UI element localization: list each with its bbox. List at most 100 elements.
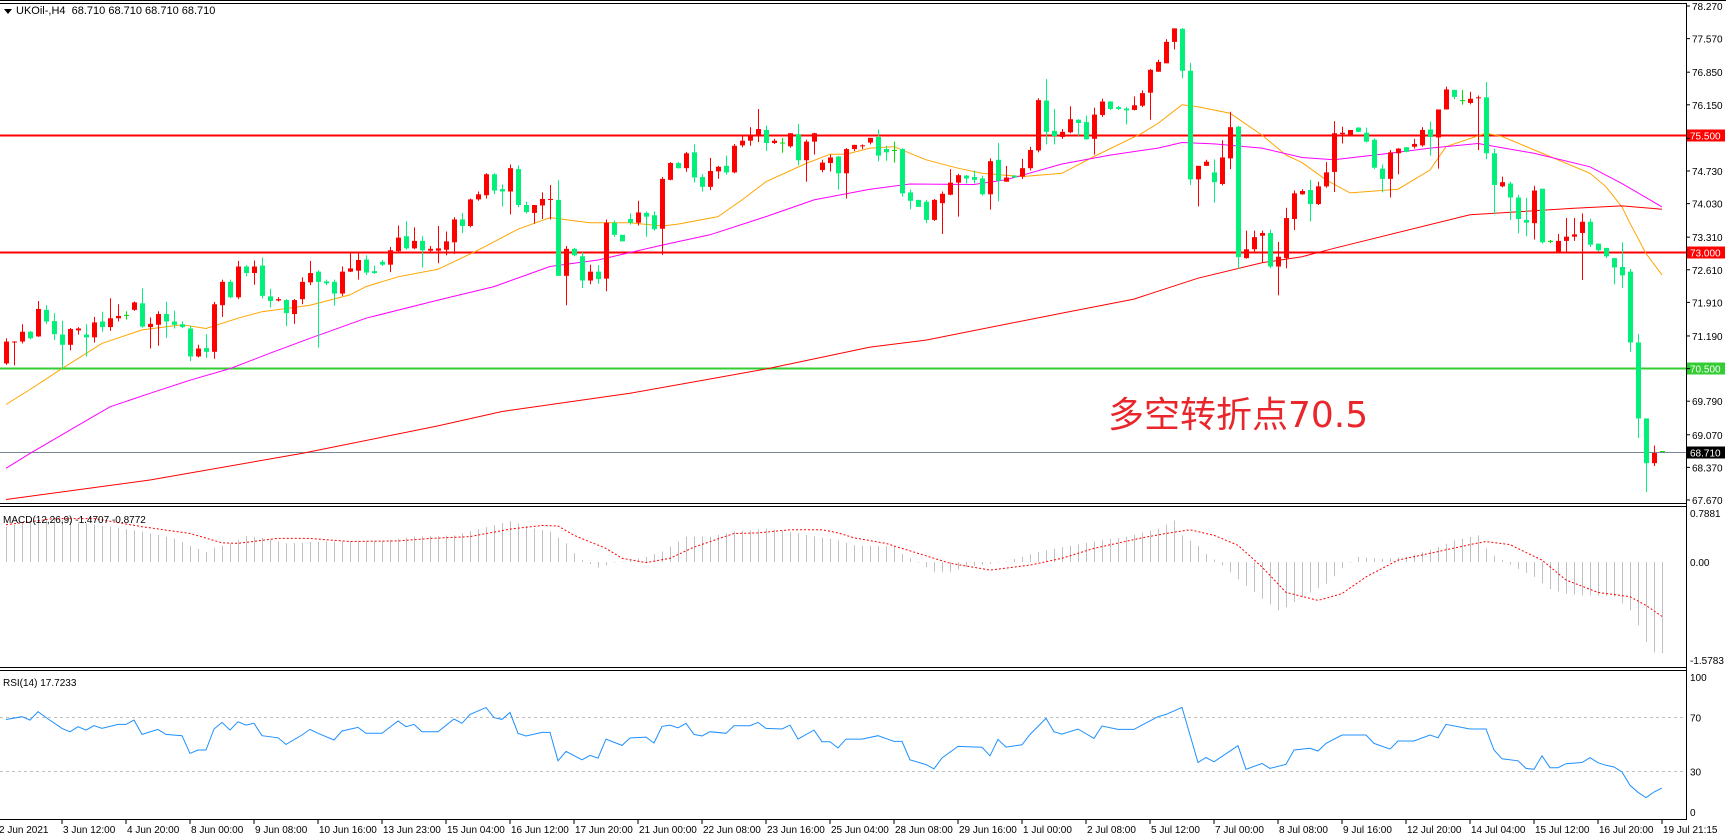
candle-body: [924, 201, 929, 220]
candle-body: [1644, 418, 1649, 464]
candle: [292, 299, 297, 324]
candle-body: [628, 218, 633, 223]
candle-body: [396, 237, 401, 252]
candle: [1476, 95, 1481, 151]
candle-body: [796, 134, 801, 161]
candle: [1332, 121, 1337, 192]
candle-body: [1452, 89, 1457, 97]
candle: [12, 341, 17, 366]
candle: [1012, 175, 1017, 178]
candle: [1412, 138, 1417, 149]
candle-body: [228, 281, 233, 298]
candle: [1204, 159, 1209, 166]
candle-body: [852, 144, 857, 150]
candle: [972, 170, 977, 184]
pivot-annotation: 多空转折点70.5: [1108, 395, 1369, 436]
candle: [4, 338, 9, 365]
candle-body: [188, 328, 193, 357]
candle: [1604, 247, 1609, 259]
candle: [76, 327, 81, 335]
candle: [964, 174, 969, 184]
time-axis-label: 3 Jun 12:00: [63, 825, 116, 836]
candle: [28, 330, 33, 340]
candle: [796, 123, 801, 166]
candle: [1484, 81, 1489, 160]
candle: [1004, 165, 1009, 182]
dropdown-triangle-icon[interactable]: [4, 8, 12, 14]
candle-body: [588, 271, 593, 281]
rsi-indicator: [0, 706, 1686, 799]
candle: [1436, 109, 1441, 169]
candle-body: [748, 135, 753, 141]
candle-body: [1076, 119, 1081, 123]
candle-body: [1188, 70, 1193, 180]
candle-body: [708, 170, 713, 187]
price-axis-label: 76.850: [1692, 68, 1723, 79]
candle: [348, 252, 353, 273]
price-axis-label: 69.070: [1692, 431, 1723, 442]
candle-body: [908, 192, 913, 201]
candle-body: [1308, 190, 1313, 205]
candle-body: [348, 268, 353, 272]
candle-body: [1436, 109, 1441, 138]
candle-body: [1380, 168, 1385, 179]
candle: [52, 313, 57, 341]
candle: [252, 260, 257, 285]
candle: [404, 221, 409, 250]
candle: [532, 204, 537, 224]
candle-body: [1276, 256, 1281, 267]
candle-body: [412, 240, 417, 249]
candle: [1228, 111, 1233, 170]
candle-body: [1012, 175, 1017, 178]
candle: [1196, 165, 1201, 207]
candle: [1284, 207, 1289, 269]
candle: [1276, 241, 1281, 296]
time-axis-label: 25 Jun 04:00: [831, 825, 889, 836]
candle-body: [876, 136, 881, 156]
candle: [156, 311, 161, 346]
candle-body: [900, 149, 905, 194]
candle: [84, 324, 89, 357]
candle-body: [164, 314, 169, 322]
candle: [780, 137, 785, 153]
candle-body: [1068, 119, 1073, 133]
candle-body: [956, 175, 961, 183]
candle-body: [932, 199, 937, 220]
candle-body: [1556, 240, 1561, 253]
candle-body: [292, 300, 297, 315]
candle: [364, 255, 369, 275]
candle: [604, 219, 609, 292]
candle-body: [580, 256, 585, 281]
candle: [1596, 243, 1601, 252]
candle: [260, 257, 265, 299]
candle: [276, 297, 281, 302]
candle: [428, 246, 433, 252]
candle: [396, 225, 401, 253]
candle: [876, 129, 881, 162]
horizontal-levels[interactable]: [0, 134, 1686, 453]
candle: [132, 301, 137, 311]
candle: [1060, 129, 1065, 139]
candle: [332, 279, 337, 306]
symbol-label: UKOil-,H4: [16, 5, 66, 17]
candle: [892, 141, 897, 163]
candle-body: [468, 199, 473, 226]
candle-body: [460, 219, 465, 226]
candle: [956, 173, 961, 217]
candle: [1340, 126, 1345, 144]
time-axis-label: 4 Jun 20:00: [127, 825, 180, 836]
candle-body: [1292, 193, 1297, 219]
candle: [644, 211, 649, 237]
candle-body: [1252, 237, 1257, 250]
candle-body: [492, 174, 497, 191]
candle-body: [204, 348, 209, 352]
candle: [180, 321, 185, 329]
candle-body: [180, 324, 185, 328]
candle: [1068, 106, 1073, 134]
candle-body: [1092, 114, 1097, 139]
candle: [1524, 198, 1529, 237]
candle: [1556, 233, 1561, 253]
candle-body: [1284, 218, 1289, 259]
price-tag: 75.500: [1690, 132, 1721, 143]
